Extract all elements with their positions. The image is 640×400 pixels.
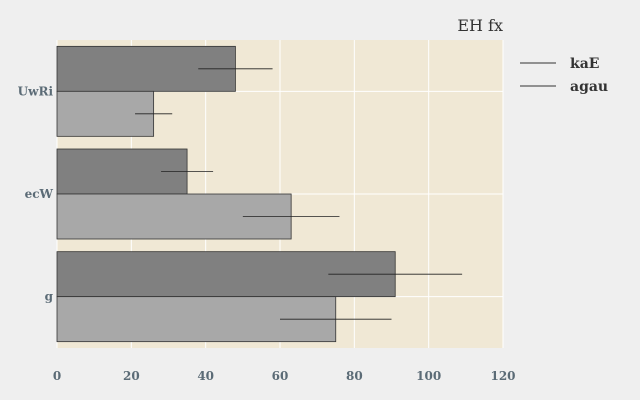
x-tick-label: 40 (197, 369, 214, 383)
bars (56, 45, 396, 343)
y-tick-label: ecW (25, 187, 54, 201)
x-tick-label: 80 (346, 369, 363, 383)
legend: kaE agau (520, 56, 608, 95)
x-tick-label: 100 (416, 369, 441, 383)
y-tick-labels: UwRi ecW g (18, 84, 54, 303)
x-tick-labels: 0 20 40 60 80 100 120 (53, 369, 516, 383)
y-tick-label: UwRi (18, 84, 54, 98)
x-tick-label: 60 (272, 369, 289, 383)
x-tick-label: 0 (53, 369, 61, 383)
x-tick-label: 20 (123, 369, 140, 383)
error-bars (135, 68, 463, 320)
legend-label: kaE (570, 56, 599, 72)
legend-label: agau (570, 79, 608, 95)
chart-title: EH fx (457, 16, 503, 35)
y-tick-label: g (45, 290, 54, 304)
x-tick-label: 120 (490, 369, 515, 383)
